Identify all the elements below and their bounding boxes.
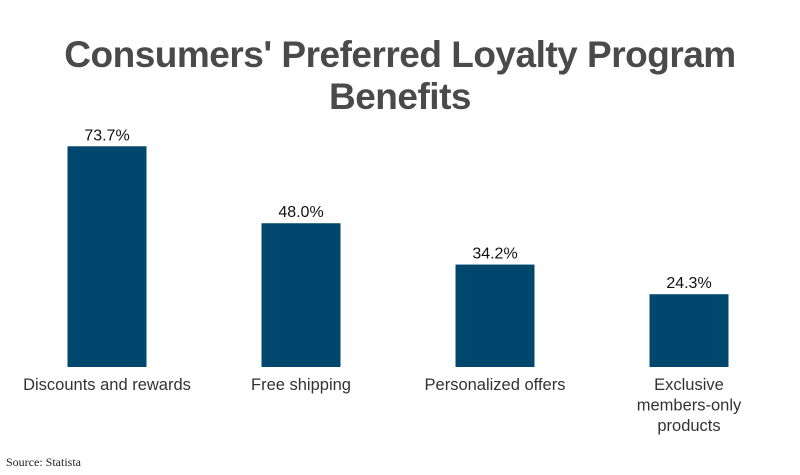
source-note: Source: Statista [6,455,81,469]
data-label-4: 24.3% [666,275,711,292]
category-label-4: Exclusive members-only products [637,376,742,435]
bar-1 [67,146,147,367]
category-label-3: Personalized offers [425,376,566,394]
bar-2 [261,223,341,367]
data-label-1: 73.7% [84,127,129,144]
data-label-2: 48.0% [278,204,323,221]
chart-title: Consumers' Preferred Loyalty Program Ben… [64,34,736,117]
category-label-2: Free shipping [251,376,351,394]
bar-3 [455,264,535,367]
category-label-1: Discounts and rewards [23,376,191,394]
bar-4 [649,294,729,367]
data-label-3: 34.2% [472,246,517,263]
